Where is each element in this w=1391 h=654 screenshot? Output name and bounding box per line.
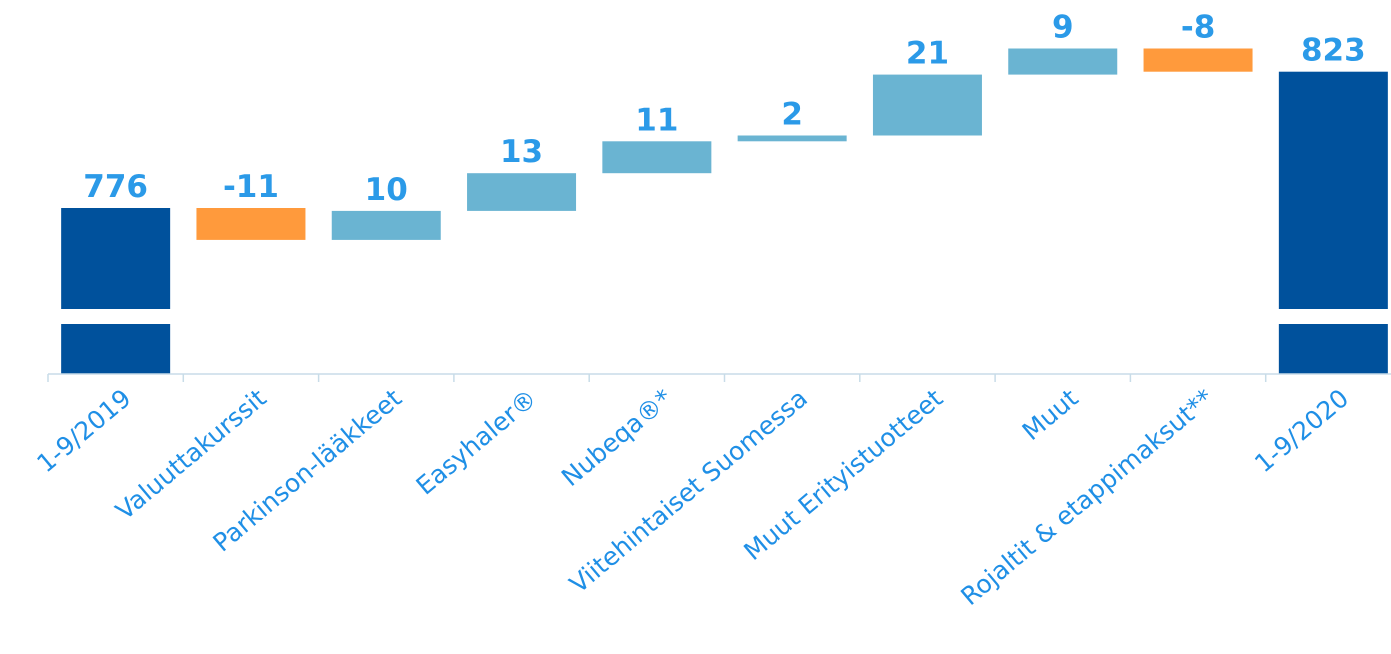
category-label: Muut [1017,383,1084,446]
category-label: Easyhaler® [411,383,543,500]
value-label: 776 [83,169,148,205]
x-axis [47,373,1391,382]
category-label: 1-9/2020 [1249,383,1354,478]
value-labels-group: 776 -11 10 13 11 2 21 9 -8 823 [83,10,1365,208]
value-label: 13 [500,134,543,170]
category-label: Viitehintaiset Suomessa [564,383,813,598]
bar-valuuttakurssit [196,208,306,240]
bar-parkinson-la-a-kkeet [331,210,441,240]
bars-group [61,48,1388,374]
bar-1-9-2020 [1278,71,1388,309]
category-label: 1-9/2019 [31,383,136,478]
value-label: -8 [1181,10,1215,46]
value-label: 10 [365,172,408,208]
bar-viitehintaiset-suomessa [737,135,847,142]
value-label: 823 [1301,33,1366,69]
value-label: 11 [635,102,678,138]
category-labels-group: 1-9/2019ValuuttakurssitParkinson-lääkkee… [31,383,1354,611]
bar-nubeqa [602,141,712,174]
bar-muut [1008,48,1118,75]
category-label: Rojaltit & etappimaksut** [955,383,1219,611]
bar-1-9-2019 [61,208,171,309]
category-label: Nubeqa®* [556,383,678,492]
bar-rojaltit-etappimaksut [1143,48,1253,72]
bar-base-1-9-2019 [61,324,171,374]
value-label: -11 [223,169,279,205]
value-label: 21 [906,36,949,72]
bar-muut-erityistuotteet [872,74,982,136]
bar-easyhaler [467,173,577,211]
bar-base-1-9-2020 [1278,324,1388,374]
value-label: 9 [1052,10,1074,46]
value-label: 2 [781,97,803,133]
